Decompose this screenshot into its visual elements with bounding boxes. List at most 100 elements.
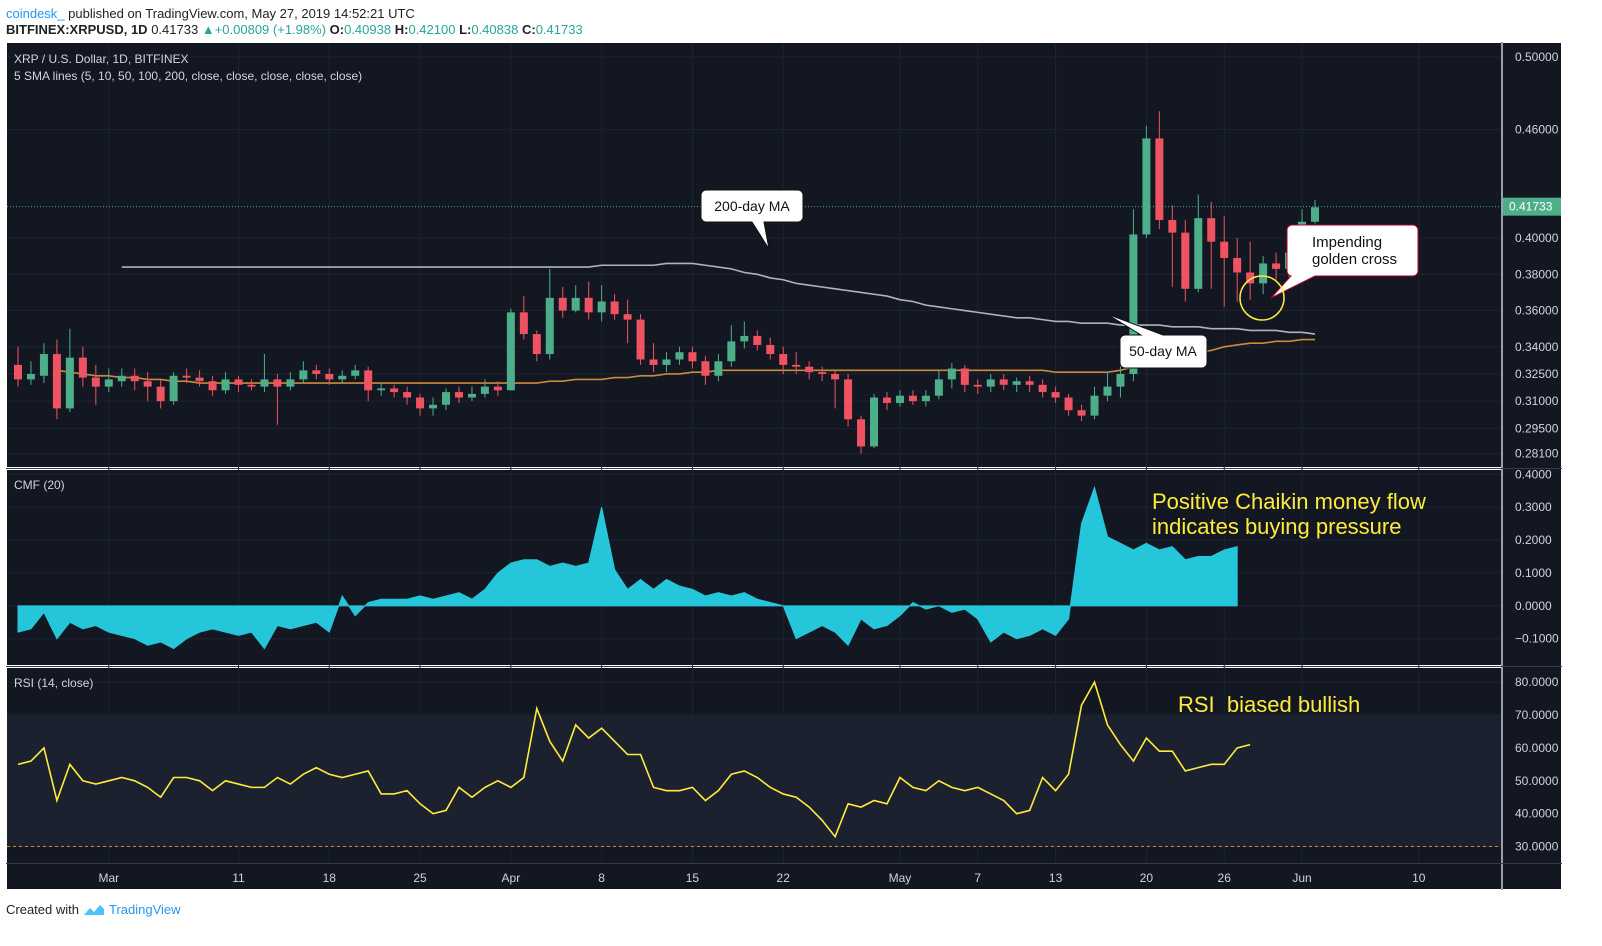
candle-body	[442, 392, 451, 405]
time-tick-label: 20	[1140, 871, 1154, 885]
time-tick-label: May	[889, 871, 912, 885]
candle-body	[675, 352, 684, 360]
candle-body	[91, 377, 100, 387]
candle-body	[986, 379, 995, 387]
candle-body	[1051, 392, 1060, 398]
candle-body	[818, 372, 827, 374]
publish-text: published on TradingView.com, May 27, 20…	[68, 6, 415, 21]
candle-body	[130, 375, 139, 382]
price-change: +0.00809 (+1.98%)	[214, 22, 327, 37]
price-pane-title: XRP / U.S. Dollar, 1D, BITFINEX	[14, 52, 189, 66]
candle-body	[429, 404, 438, 409]
candle-body	[1155, 138, 1164, 220]
price-tick-label: 0.31000	[1515, 394, 1559, 408]
price-pane[interactable]	[7, 43, 1501, 467]
candle-body	[779, 354, 788, 365]
candle-body	[1142, 138, 1151, 235]
candle-body	[908, 395, 917, 402]
candle-body	[195, 377, 204, 382]
candle-body	[688, 352, 697, 362]
candle-body	[960, 368, 969, 385]
open-value: 0.40938	[344, 22, 392, 37]
price-tick-label: 0.40000	[1515, 231, 1559, 245]
candle-body	[727, 341, 736, 362]
candle-body	[1012, 381, 1021, 385]
callout-200-day-ma: 200-day MA	[700, 189, 804, 250]
candle-body	[701, 361, 710, 376]
candle-body	[351, 370, 360, 376]
candle-body	[234, 379, 243, 385]
candle-body	[636, 319, 645, 360]
candle-body	[753, 335, 762, 345]
cmf-pane-title: CMF (20)	[14, 478, 65, 492]
open-label: O:	[329, 22, 345, 37]
candle-body	[506, 312, 515, 391]
candle-body	[156, 386, 165, 402]
candle-body	[662, 359, 671, 365]
candle-body	[325, 373, 334, 380]
candle-body	[377, 388, 386, 391]
price-tick-label: 0.34000	[1515, 340, 1559, 354]
callout-50-day-ma-text: 50-day MA	[1129, 343, 1197, 359]
rsi-pane-title: RSI (14, close)	[14, 676, 93, 690]
ma-200-line	[121, 262, 1316, 335]
time-tick-label: 7	[974, 871, 981, 885]
candle-body	[584, 297, 593, 313]
candle-body	[260, 379, 269, 387]
candle-body	[1181, 232, 1190, 289]
time-tick-label: 8	[598, 871, 605, 885]
candle-body	[1077, 410, 1086, 416]
cmf-annotation: Positive Chaikin money flow indicates buy…	[1152, 489, 1426, 539]
candle-body	[532, 334, 541, 355]
candle-body	[844, 379, 853, 420]
candle-body	[1116, 373, 1125, 387]
candle-body	[493, 386, 502, 391]
up-arrow-icon: ▲	[201, 22, 215, 37]
price-pane-subtitle: 5 SMA lines (5, 10, 50, 100, 200, close,…	[14, 69, 362, 83]
price-tick-label: 0.46000	[1515, 122, 1559, 136]
candle-body	[467, 393, 476, 398]
cmf-tick-label: 0.0000	[1515, 599, 1552, 613]
time-tick-label: 10	[1412, 871, 1426, 885]
rsi-tick-label: 50.0000	[1515, 774, 1559, 788]
last-price-label: 0.41733	[1509, 200, 1553, 214]
candle-body	[714, 361, 723, 376]
callout-golden-cross-text: Impending golden cross	[1312, 234, 1397, 268]
candle-body	[934, 379, 943, 396]
rsi-tick-label: 40.0000	[1515, 807, 1559, 821]
symbol-label: BITFINEX:XRPUSD, 1D	[6, 22, 148, 37]
candle-body	[1129, 234, 1138, 374]
candle-body	[610, 301, 619, 315]
candle-body	[312, 370, 321, 374]
candle-body	[558, 297, 567, 311]
candle-body	[416, 397, 425, 409]
rsi-series-line	[17, 680, 1251, 839]
candle-body	[1025, 381, 1034, 385]
candle-body	[766, 344, 775, 355]
candle-body	[78, 357, 87, 378]
price-axis[interactable]	[1503, 43, 1561, 889]
time-tick-label: 11	[232, 871, 245, 885]
rsi-tick-label: 70.0000	[1515, 708, 1559, 722]
candle-body	[597, 301, 606, 313]
price-tick-label: 0.29500	[1515, 421, 1559, 435]
candle-body	[52, 354, 61, 409]
time-tick-label: 22	[777, 871, 791, 885]
candle-body	[870, 397, 879, 447]
golden-cross-marker	[1239, 275, 1285, 321]
candle-body	[208, 381, 217, 391]
price-tick-label: 0.38000	[1515, 267, 1559, 281]
candle-body	[1233, 258, 1242, 273]
candle-body	[273, 379, 282, 387]
candle-body	[882, 397, 891, 403]
cmf-tick-label: 0.4000	[1515, 467, 1552, 481]
time-tick-label: 25	[413, 871, 427, 885]
time-axis[interactable]	[7, 864, 1501, 889]
candle-body	[792, 364, 801, 367]
author-link[interactable]: coindesk_	[6, 6, 65, 21]
cmf-tick-label: −0.1000	[1515, 632, 1559, 646]
rsi-tick-label: 80.0000	[1515, 675, 1559, 689]
tradingview-link[interactable]: TradingView	[108, 902, 181, 917]
chart-area[interactable]: 0.50000 0.46000 0.40000 0.38000 0.36000 0.340…	[6, 42, 1562, 890]
candle-body	[221, 379, 230, 391]
